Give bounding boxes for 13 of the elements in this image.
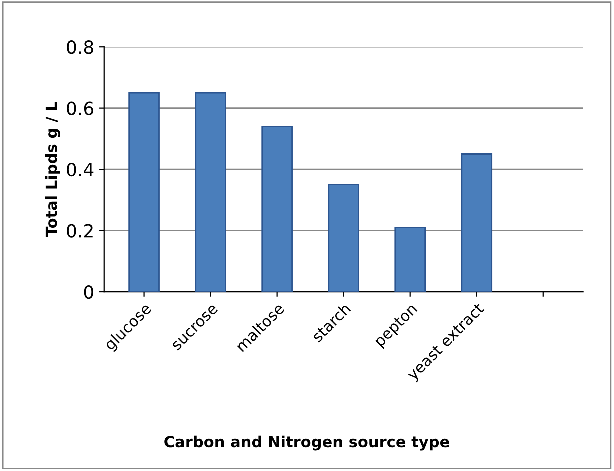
y-tick-label: 0.2 (67, 224, 93, 238)
y-tick-label: 0 (84, 285, 94, 300)
bar (461, 154, 493, 292)
y-tick-label: 0.8 (67, 40, 94, 54)
x-axis-title: Carbon and Nitrogen source type (164, 436, 450, 451)
bar (262, 126, 293, 292)
y-tick-label: 0.4 (67, 163, 94, 177)
y-axis-title: Total Lipds g / L (45, 102, 60, 238)
bar (195, 92, 226, 292)
y-tick-label: 0.6 (67, 102, 94, 116)
bar (128, 92, 160, 292)
bar (328, 184, 360, 292)
bar (394, 227, 426, 292)
